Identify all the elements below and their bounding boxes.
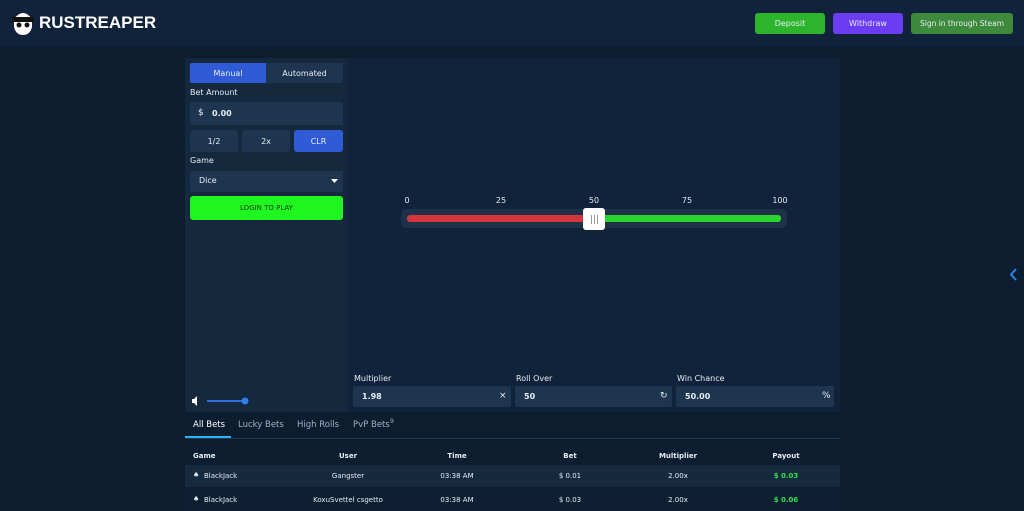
select-caret bbox=[331, 179, 338, 183]
steam-button[interactable]: Sign in through Steam bbox=[911, 13, 1013, 34]
field-label: Win Chance bbox=[677, 374, 725, 383]
field-icon: ↻ bbox=[660, 391, 668, 401]
column-header: Game bbox=[193, 452, 216, 460]
column-header: User bbox=[338, 452, 358, 460]
bet-cell: KoxuSvettel csgetto bbox=[313, 496, 383, 504]
logo-icon bbox=[12, 13, 34, 35]
bet-cell: $ 0.06 bbox=[773, 496, 799, 504]
active-tab-indicator bbox=[185, 436, 231, 438]
bet-cell: $ 0.01 bbox=[558, 472, 582, 480]
tabs-divider bbox=[185, 438, 840, 439]
bet-cell: Gangster bbox=[331, 472, 365, 480]
column-header: Time bbox=[447, 452, 467, 460]
logo-text: RUSTREAPER bbox=[39, 13, 157, 32]
field-value: 50 bbox=[524, 392, 536, 401]
slider-tick: 50 bbox=[588, 196, 600, 205]
bets-tab[interactable]: PvP Bets bbox=[353, 420, 390, 430]
lose-range bbox=[407, 215, 594, 222]
game-select[interactable] bbox=[190, 171, 343, 192]
clear-button[interactable]: CLR bbox=[294, 130, 343, 152]
game-value: Dice bbox=[199, 176, 217, 185]
bet-row bbox=[185, 489, 840, 511]
bets-tab[interactable]: High Rolls bbox=[297, 420, 340, 430]
pvp-count: 9 bbox=[390, 418, 394, 425]
bet-amount: 0.00 bbox=[212, 109, 232, 118]
field-input[interactable] bbox=[353, 386, 511, 407]
slider-tick: 75 bbox=[681, 196, 693, 205]
currency: $ bbox=[198, 108, 204, 118]
win-range bbox=[594, 215, 781, 222]
bet-row bbox=[185, 465, 840, 487]
bet-amount-label: Bet Amount bbox=[190, 88, 238, 97]
bets-tab[interactable]: Lucky Bets bbox=[238, 420, 284, 430]
field-icon: × bbox=[499, 391, 507, 401]
field-value: 1.98 bbox=[362, 392, 382, 401]
bet-cell: 2.00x bbox=[668, 496, 688, 504]
slider-tick: 100 bbox=[772, 196, 788, 205]
bet-input[interactable] bbox=[190, 102, 343, 125]
column-header: Bet bbox=[563, 452, 577, 460]
field-icon: % bbox=[822, 391, 831, 401]
collapse-arrow[interactable] bbox=[1010, 268, 1018, 281]
field-input[interactable] bbox=[515, 386, 672, 407]
bets-tab[interactable]: All Bets bbox=[193, 420, 226, 430]
double-button[interactable]: 2x bbox=[242, 130, 290, 152]
game-label: Game bbox=[190, 156, 214, 165]
column-header: Payout bbox=[772, 452, 800, 460]
bet-cell: $ 0.03 bbox=[558, 496, 582, 504]
game-icon: ♠ bbox=[193, 471, 200, 479]
bet-cell: $ 0.03 bbox=[773, 472, 799, 480]
bet-cell: 03:38 AM bbox=[440, 496, 474, 504]
game-area bbox=[348, 58, 840, 412]
withdraw-button[interactable]: Withdraw bbox=[833, 13, 903, 34]
field-input[interactable] bbox=[676, 386, 834, 407]
field-label: Multiplier bbox=[354, 374, 392, 383]
column-header: Multiplier bbox=[658, 452, 698, 460]
bet-cell: BlackJack bbox=[204, 496, 238, 504]
half-button[interactable]: 1/2 bbox=[190, 130, 238, 152]
manual-tab[interactable]: Manual bbox=[190, 63, 266, 83]
volume-control[interactable] bbox=[191, 395, 251, 407]
slider-handle[interactable] bbox=[583, 208, 605, 230]
bet-cell: BlackJack bbox=[204, 472, 238, 480]
slider-tick: 0 bbox=[404, 196, 410, 205]
field-value: 50.00 bbox=[685, 392, 711, 401]
bet-cell: 03:38 AM bbox=[440, 472, 474, 480]
bet-cell: 2.00x bbox=[668, 472, 688, 480]
deposit-button[interactable]: Deposit bbox=[755, 13, 825, 34]
game-icon: ♠ bbox=[193, 495, 200, 503]
field-label: Roll Over bbox=[516, 374, 553, 383]
login-button[interactable]: LOGIN TO PLAY bbox=[190, 196, 343, 220]
automated-tab[interactable]: Automated bbox=[266, 63, 343, 83]
slider-tick: 25 bbox=[495, 196, 507, 205]
